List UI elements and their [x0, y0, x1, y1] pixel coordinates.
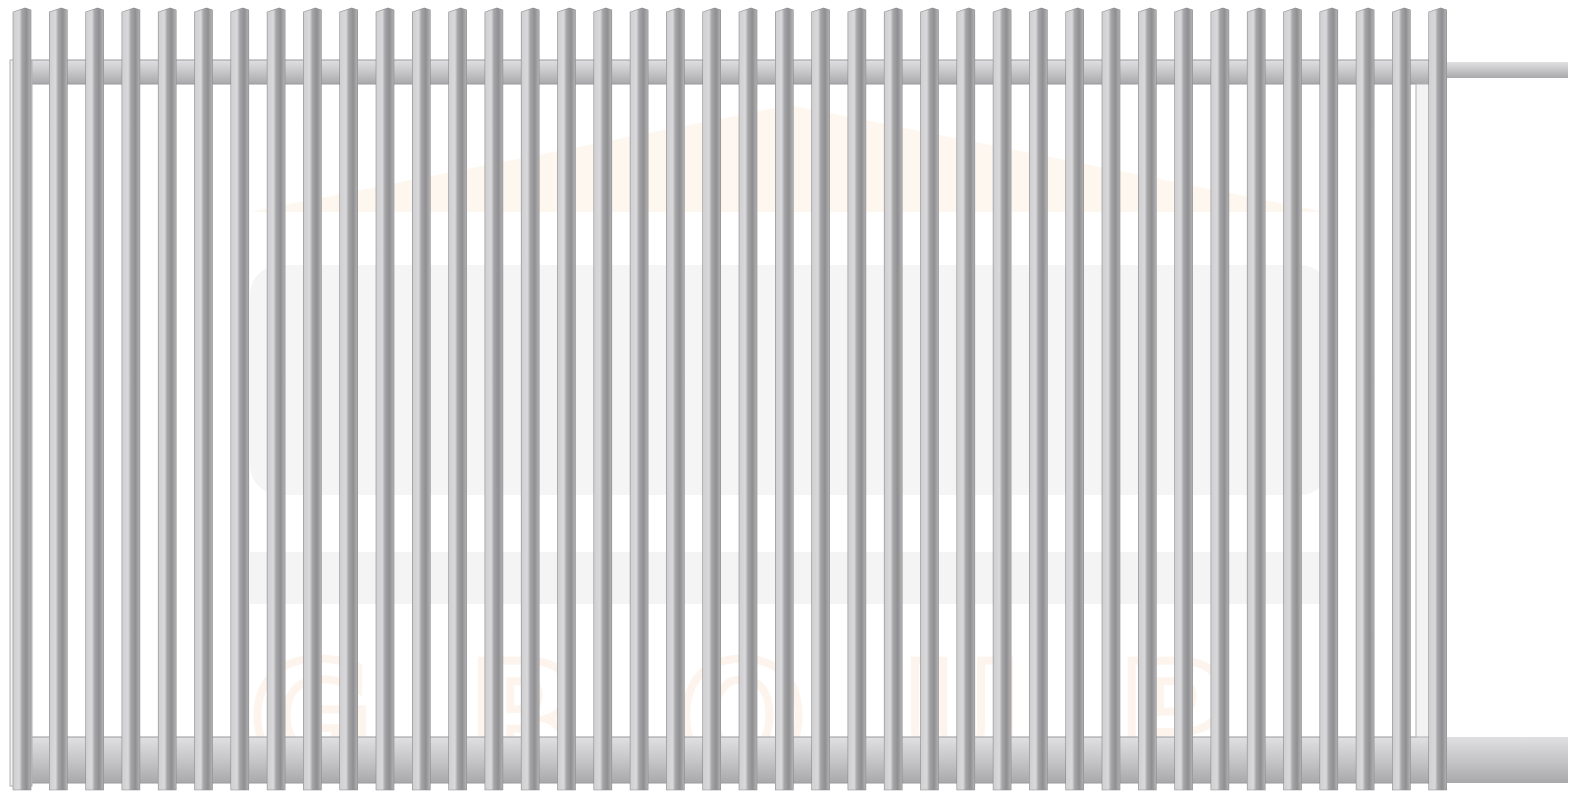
pale: [956, 7, 976, 791]
side-bottom-rail: [1432, 737, 1568, 783]
pale: [883, 7, 903, 791]
pale: [738, 7, 758, 791]
pale: [1210, 7, 1230, 791]
pale: [339, 7, 358, 791]
pale: [847, 7, 867, 791]
pale: [1101, 7, 1121, 791]
pale: [1283, 7, 1302, 791]
pale: [1392, 7, 1411, 791]
pale: [557, 7, 576, 791]
pale: [775, 7, 794, 791]
side-rail: [1432, 62, 1568, 78]
pale: [303, 7, 322, 791]
pale: [85, 7, 104, 791]
pale: [1246, 7, 1266, 791]
pale: [1355, 7, 1375, 791]
pale: [520, 7, 540, 791]
pales: [12, 7, 1447, 791]
pale: [629, 7, 649, 791]
pale: [1174, 7, 1193, 791]
pale: [121, 7, 141, 791]
pale: [194, 7, 213, 791]
pale: [811, 7, 830, 791]
pale: [1029, 7, 1048, 791]
pale: [702, 7, 721, 791]
pale: [1065, 7, 1084, 791]
pale: [448, 7, 467, 791]
pale: [1428, 7, 1447, 791]
pale: [266, 7, 286, 791]
pale: [593, 7, 613, 791]
pale: [375, 7, 395, 791]
pale: [12, 7, 32, 791]
pale: [1319, 7, 1339, 791]
pale: [920, 7, 939, 791]
pale: [1138, 7, 1157, 791]
pale: [484, 7, 504, 791]
pale: [49, 7, 68, 791]
pale: [230, 7, 250, 791]
pale: [412, 7, 431, 791]
pale: [666, 7, 685, 791]
pale: [157, 7, 177, 791]
pale: [992, 7, 1012, 791]
